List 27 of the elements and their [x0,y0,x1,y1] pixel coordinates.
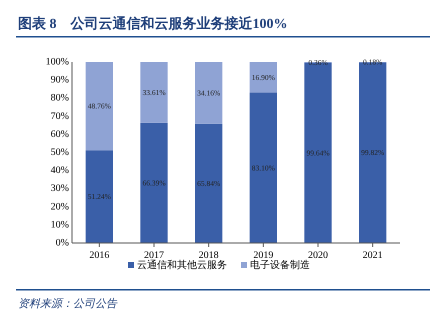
y-tick-label: 0% [56,238,69,248]
y-tick-label: 40% [50,165,69,176]
text: 资料来源：公司公告 [18,297,118,310]
legend-label: 电子设备制造 [250,259,310,271]
bar [86,150,113,243]
bar [250,92,277,243]
y-tick-label: 90% [50,74,69,86]
x-tick-label: 2020 [308,250,328,262]
y-tick-label: 50% [50,147,69,158]
x-tick-label: 2018 [198,250,219,262]
y-tick-label: 70% [50,110,69,122]
y-tick-label: 10% [50,219,69,230]
y-tick-label: 100% [46,56,69,68]
y-tick-label: 60% [50,128,69,140]
y-tick-label: 30% [50,183,69,194]
legend-label: 云通信和其他云服务 [137,259,227,271]
bar [140,122,168,243]
x-tick-label: 2021 [362,250,383,262]
chart-title: 图表 8 公司云通信和云服务业务接近100% [18,15,288,32]
bar [195,62,222,124]
bar [195,124,222,243]
y-tick-label: 20% [50,201,69,212]
x-tick-label: 2016 [89,250,110,262]
bar [86,62,113,150]
bar [250,62,277,93]
y-tick-label: 80% [50,92,69,104]
bar [140,62,168,123]
